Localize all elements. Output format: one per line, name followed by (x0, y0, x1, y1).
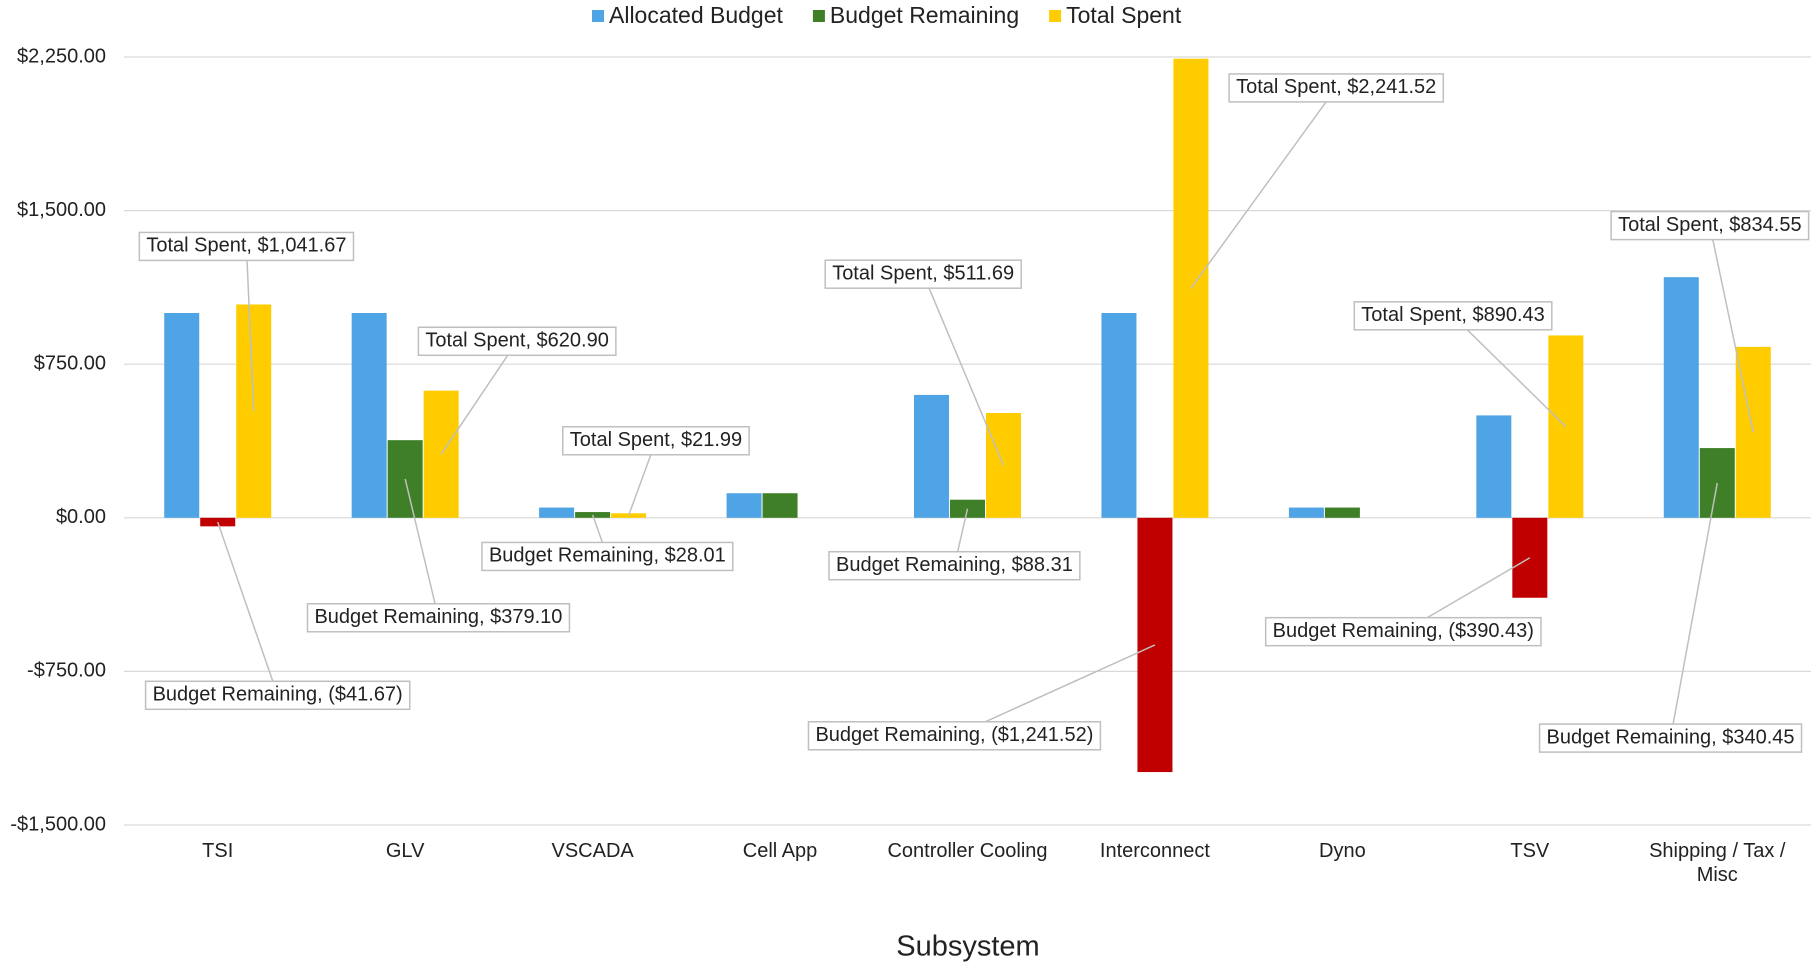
data-label: Total Spent, $511.69 (832, 262, 1014, 284)
data-label: Budget Remaining, $340.45 (1547, 726, 1795, 748)
legend-label: Total Spent (1066, 2, 1182, 28)
data-label-box (1264, 616, 1542, 647)
leader-line (1452, 315, 1567, 428)
data-label-box (144, 680, 411, 711)
leader-line (954, 644, 1156, 737)
data-label-box (807, 721, 1102, 751)
x-tick-label: TSI (202, 840, 234, 862)
data-label-box (824, 259, 1022, 289)
leader-line (217, 521, 279, 696)
data-label: Total Spent, $620.90 (425, 330, 608, 352)
bar (1663, 277, 1699, 518)
y-tick-label: $750.00 (34, 352, 106, 374)
bar (1288, 507, 1324, 518)
bar (164, 313, 200, 518)
data-label-box (1353, 301, 1553, 331)
y-tick-label: -$750.00 (27, 660, 106, 682)
data-label-box (1538, 723, 1803, 753)
data-label-box (1228, 73, 1445, 103)
legend-swatch (1049, 10, 1062, 22)
bar (726, 493, 762, 518)
y-tick-label: $0.00 (56, 506, 106, 528)
y-tick-label: $2,250.00 (17, 45, 106, 67)
bar (351, 313, 387, 518)
data-label: Budget Remaining, ($1,241.52) (815, 724, 1093, 746)
legend-swatch (812, 10, 825, 22)
data-label-box (828, 550, 1081, 581)
data-label-box (417, 326, 617, 357)
bars (164, 58, 1771, 773)
data-label: Budget Remaining, $28.01 (489, 545, 726, 567)
bar (1324, 507, 1360, 518)
legend-swatch (592, 10, 604, 22)
bar (1101, 313, 1137, 518)
data-label: Budget Remaining, ($41.67) (153, 684, 403, 706)
x-tick-label: Cell App (742, 840, 818, 862)
leader-line (440, 340, 518, 455)
data-label: Total Spent, $834.55 (1618, 214, 1801, 236)
x-axis-title: Subsystem (896, 931, 1039, 963)
bar (1476, 415, 1512, 518)
data-label-box (306, 603, 571, 633)
bar (539, 507, 575, 518)
data-label: Total Spent, $21.99 (570, 429, 742, 451)
legend-label: Budget Remaining (830, 2, 1019, 28)
bar (762, 493, 798, 518)
leader-line (1669, 482, 1719, 739)
leader-line (1709, 225, 1755, 433)
x-tick-label: Controller Cooling (887, 840, 1048, 862)
x-tick-label: Shipping / Tax / Misc (1649, 840, 1786, 886)
data-label: Total Spent, $890.43 (1361, 304, 1544, 326)
leader-line (245, 246, 255, 412)
x-tick-label: TSV (1510, 840, 1550, 862)
labels: Budget Remaining, ($41.67) Total Spent, $… (138, 73, 1810, 753)
bar (914, 394, 949, 518)
data-label-box (138, 231, 355, 262)
legend-label: Allocated Budget (609, 2, 784, 28)
leader-line (404, 478, 440, 618)
data-label-box (481, 541, 734, 572)
x-tick-label: Dyno (1319, 840, 1366, 862)
leader-line (922, 273, 1005, 466)
x-tick-label: VSCADA (551, 840, 634, 862)
data-label: Budget Remaining, ($390.43) (1273, 620, 1534, 642)
leader-line (1190, 87, 1337, 289)
x-tick-label: Interconnect (1099, 840, 1210, 862)
y-tick-label: $1,500.00 (17, 199, 106, 221)
y-tick-label: -$1,500.00 (10, 813, 106, 835)
data-label: Budget Remaining, $88.31 (836, 554, 1073, 576)
x-tick-label: GLV (385, 840, 425, 862)
data-label: Total Spent, $2,241.52 (1236, 76, 1436, 98)
data-label-box (1610, 210, 1810, 241)
data-label: Total Spent, $1,041.67 (146, 235, 346, 257)
data-label: Budget Remaining, $379.10 (314, 606, 562, 628)
data-label-box (562, 426, 750, 456)
